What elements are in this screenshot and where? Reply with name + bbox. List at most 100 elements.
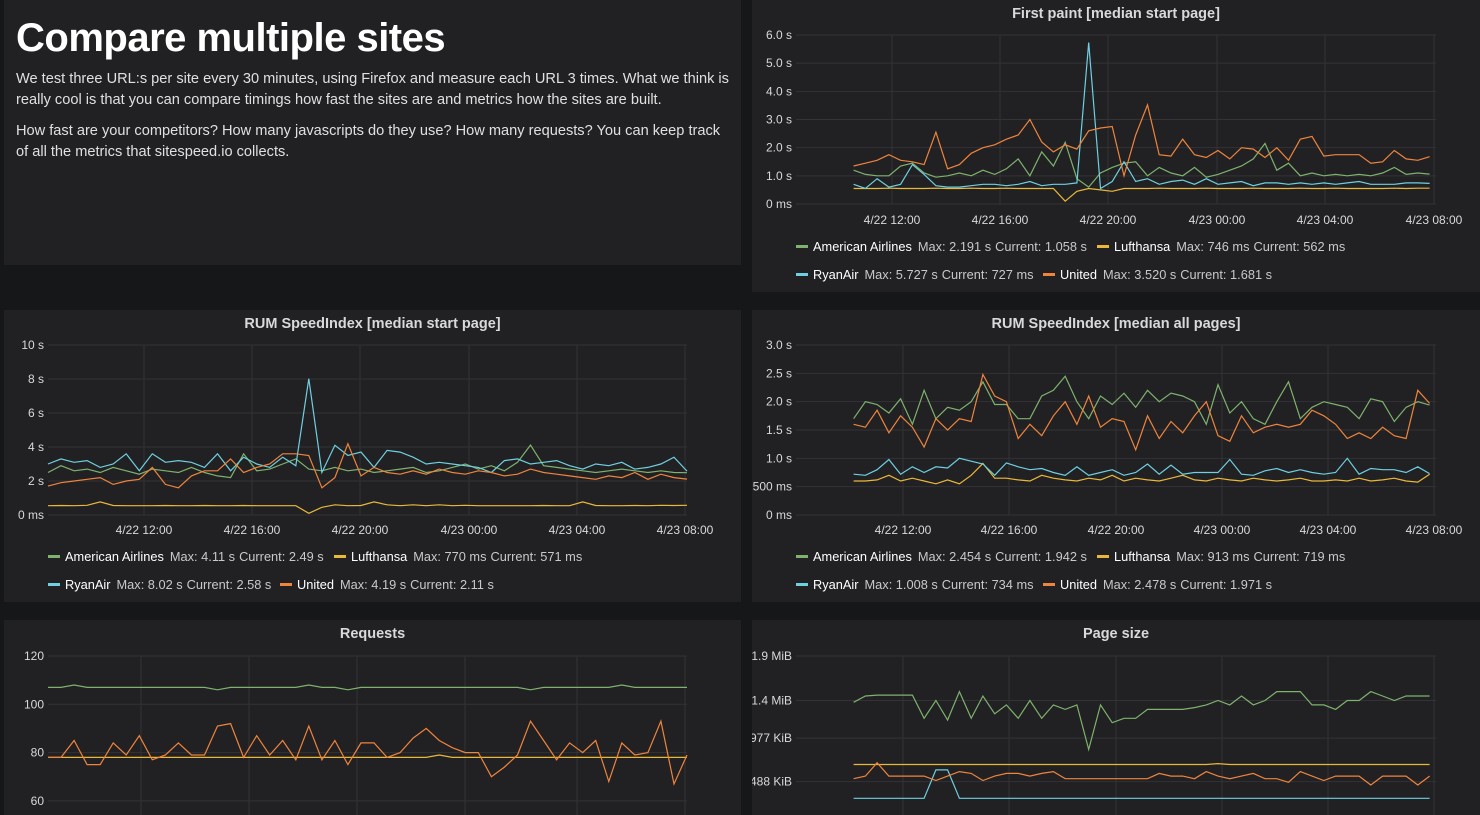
y-tick-label: 1.9 MiB bbox=[752, 649, 792, 663]
x-tick-label: 4/22 16:00 bbox=[981, 523, 1038, 537]
legend-current: Current: 571 ms bbox=[490, 549, 583, 564]
series-line-american-airlines[interactable] bbox=[853, 375, 1430, 426]
legend-swatch bbox=[334, 555, 346, 559]
legend-current: Current: 562 ms bbox=[1253, 239, 1346, 254]
legend-max: Max: 3.520 s bbox=[1103, 267, 1177, 282]
first-paint-panel: 6.0 s 5.0 s 4.0 s 3.0 s 2.0 s 1.0 s 0 ms 4/22 1… bbox=[752, 0, 1480, 292]
y-tick-label: 8 s bbox=[28, 372, 44, 386]
legend-item[interactable]: RyanAir Max: 5.727 s Current: 727 ms bbox=[796, 267, 1038, 282]
legend-series-name[interactable]: RyanAir bbox=[813, 577, 859, 592]
series-line-lufthansa[interactable] bbox=[853, 462, 1430, 485]
rum-start-chart[interactable]: 10 s 8 s 6 s 4 s 2 s 0 ms 4/22 12:00 4/22 16:00… bbox=[4, 310, 741, 602]
x-tick-label: 4/23 08:00 bbox=[1406, 213, 1463, 227]
legend-series-name[interactable]: United bbox=[1060, 267, 1097, 282]
y-tick-label: 6.0 s bbox=[766, 28, 792, 42]
legend-current: Current: 2.11 s bbox=[410, 577, 494, 592]
series-line-lufthansa[interactable] bbox=[48, 754, 687, 758]
series-line-american-airlines[interactable] bbox=[853, 690, 1430, 752]
legend-series-name[interactable]: Lufthansa bbox=[351, 549, 408, 564]
legend-series-name[interactable]: RyanAir bbox=[813, 267, 859, 282]
y-tick-label: 0 ms bbox=[18, 508, 44, 522]
series-line-ryanair[interactable] bbox=[853, 769, 1430, 799]
legend-item[interactable]: American Airlines Max: 2.191 s Current: 1.… bbox=[796, 239, 1091, 254]
y-tick-label: 10 s bbox=[21, 338, 44, 352]
legend-item[interactable]: United Max: 2.478 s Current: 1.971 s bbox=[1043, 577, 1276, 592]
series-line-united[interactable] bbox=[853, 372, 1431, 452]
legend-swatch bbox=[796, 555, 808, 559]
y-tick-label: 1.5 s bbox=[766, 423, 792, 437]
panel-title[interactable]: Requests bbox=[339, 626, 406, 642]
legend-series-name[interactable]: American Airlines bbox=[813, 549, 912, 564]
legend-swatch bbox=[796, 273, 808, 277]
series-line-united[interactable] bbox=[853, 102, 1430, 179]
y-tick-label: 2.0 s bbox=[766, 141, 792, 155]
legend-max: Max: 2.454 s bbox=[917, 549, 992, 564]
legend-max: Max: 4.19 s bbox=[340, 577, 407, 592]
page-size-chart[interactable]: 1.9 MiB 1.4 MiB 977 KiB 488 KiB bbox=[752, 620, 1480, 815]
series-line-american-airlines[interactable] bbox=[48, 684, 687, 691]
legend-swatch bbox=[280, 583, 292, 587]
legend-item[interactable]: American Airlines Max: 2.454 s Current: 1.… bbox=[796, 549, 1091, 564]
legend-current: Current: 1.058 s bbox=[995, 239, 1087, 254]
x-tick-label: 4/22 20:00 bbox=[332, 523, 389, 537]
y-tick-label: 1.0 s bbox=[766, 169, 792, 183]
x-tick-label: 4/22 12:00 bbox=[116, 523, 173, 537]
legend-series-name[interactable]: United bbox=[297, 577, 334, 592]
legend-series-name[interactable]: American Airlines bbox=[65, 549, 164, 564]
legend-item[interactable]: RyanAir Max: 8.02 s Current: 2.58 s bbox=[48, 577, 275, 592]
requests-chart[interactable]: 120 100 80 60 bbox=[4, 620, 741, 815]
legend-swatch bbox=[1043, 273, 1055, 277]
legend-current: Current: 734 ms bbox=[941, 577, 1034, 592]
legend-swatch bbox=[1097, 555, 1109, 559]
series-line-lufthansa[interactable] bbox=[47, 501, 688, 514]
x-tick-label: 4/23 00:00 bbox=[1194, 523, 1251, 537]
legend-item[interactable]: Lufthansa Max: 746 ms Current: 562 ms bbox=[1097, 239, 1349, 254]
series-line-ryanair[interactable] bbox=[47, 378, 688, 475]
x-tick-label: 4/23 08:00 bbox=[1406, 523, 1463, 537]
legend-swatch bbox=[1097, 245, 1109, 249]
legend-item[interactable]: Lufthansa Max: 913 ms Current: 719 ms bbox=[1097, 549, 1349, 564]
y-tick-label: 488 KiB bbox=[752, 775, 792, 789]
y-tick-label: 977 KiB bbox=[752, 731, 792, 745]
legend-swatch bbox=[1043, 583, 1055, 587]
legend-swatch bbox=[48, 555, 60, 559]
legend-swatch bbox=[48, 583, 60, 587]
legend-series-name[interactable]: Lufthansa bbox=[1114, 239, 1171, 254]
legend-current: Current: 727 ms bbox=[941, 267, 1034, 282]
legend-swatch bbox=[796, 245, 808, 249]
legend-item[interactable]: RyanAir Max: 1.008 s Current: 734 ms bbox=[796, 577, 1038, 592]
legend-series-name[interactable]: American Airlines bbox=[813, 239, 912, 254]
x-tick-label: 4/23 08:00 bbox=[657, 523, 714, 537]
panel-title[interactable]: RUM SpeedIndex [median all pages] bbox=[991, 316, 1241, 332]
x-tick-label: 4/22 20:00 bbox=[1088, 523, 1145, 537]
panel-title[interactable]: RUM SpeedIndex [median start page] bbox=[244, 316, 501, 332]
y-tick-label: 0 ms bbox=[766, 508, 792, 522]
panel-title[interactable]: Page size bbox=[1082, 626, 1150, 642]
intro-panel: Compare multiple sites We test three URL… bbox=[4, 0, 741, 265]
legend-series-name[interactable]: Lufthansa bbox=[1114, 549, 1171, 564]
legend-item[interactable]: United Max: 4.19 s Current: 2.11 s bbox=[280, 577, 498, 592]
legend-series-name[interactable]: RyanAir bbox=[65, 577, 111, 592]
legend-item[interactable]: United Max: 3.520 s Current: 1.681 s bbox=[1043, 267, 1276, 282]
series-line-lufthansa[interactable] bbox=[853, 187, 1430, 203]
panel-title[interactable]: First paint [median start page] bbox=[1012, 6, 1220, 22]
series-line-united[interactable] bbox=[48, 719, 688, 786]
series-line-ryanair[interactable] bbox=[853, 42, 1430, 190]
series-line-united[interactable] bbox=[47, 442, 688, 489]
page-title: Compare multiple sites bbox=[16, 16, 446, 60]
y-tick-label: 2.5 s bbox=[766, 366, 792, 380]
y-tick-label: 5.0 s bbox=[766, 56, 792, 70]
legend-item[interactable]: American Airlines Max: 4.11 s Current: 2.4… bbox=[48, 549, 328, 564]
x-tick-label: 4/22 12:00 bbox=[864, 213, 921, 227]
series-line-united[interactable] bbox=[853, 761, 1430, 786]
first-paint-chart[interactable]: 6.0 s 5.0 s 4.0 s 3.0 s 2.0 s 1.0 s 0 ms 4/22 1… bbox=[752, 0, 1480, 292]
series-line-ryanair[interactable] bbox=[853, 457, 1430, 477]
legend-item[interactable]: Lufthansa Max: 770 ms Current: 571 ms bbox=[334, 549, 586, 564]
series-line-lufthansa[interactable] bbox=[853, 762, 1430, 766]
series-line-american-airlines[interactable] bbox=[853, 140, 1430, 188]
legend-series-name[interactable]: United bbox=[1060, 577, 1097, 592]
rum-all-chart[interactable]: 3.0 s 2.5 s 2.0 s 1.5 s 1.0 s 500 ms 0 ms 4/22 … bbox=[752, 310, 1480, 602]
legend-max: Max: 746 ms bbox=[1176, 239, 1250, 254]
x-tick-label: 4/22 20:00 bbox=[1080, 213, 1137, 227]
page-size-panel: 1.9 MiB 1.4 MiB 977 KiB 488 KiB Page size bbox=[752, 620, 1480, 815]
